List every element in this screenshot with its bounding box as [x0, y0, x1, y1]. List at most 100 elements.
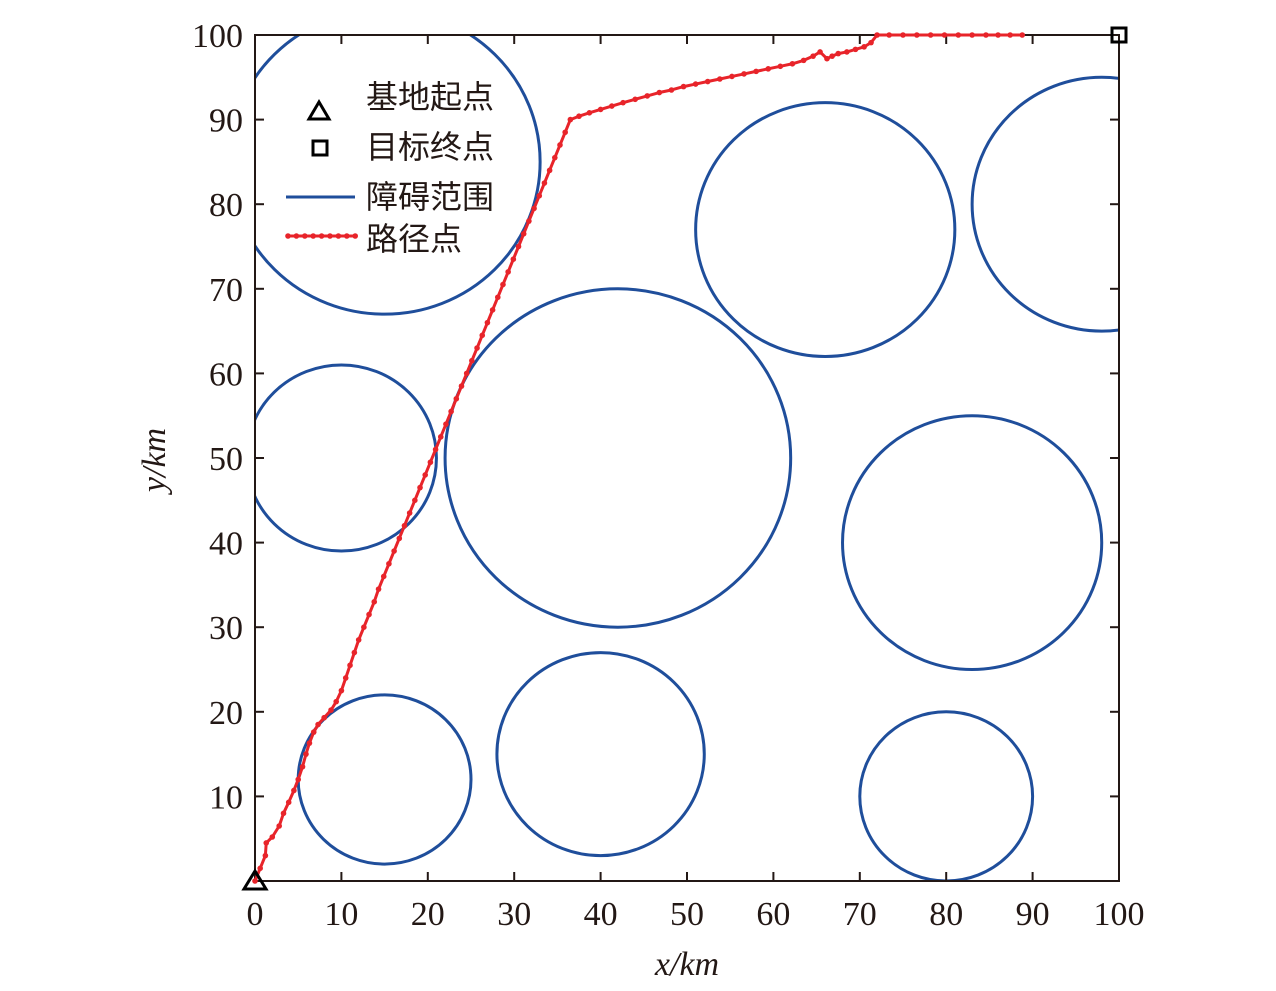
x-tick-label: 100	[1094, 896, 1145, 933]
y-tick-label: 40	[209, 526, 243, 563]
legend-label-goal: 目标终点	[366, 128, 494, 166]
path-point-87	[829, 53, 835, 59]
path-point-101	[983, 32, 989, 38]
goal-marker-square	[1110, 26, 1128, 44]
path-point-44	[469, 357, 475, 364]
path-point-98	[941, 32, 948, 38]
path-point-82	[789, 60, 796, 67]
path-point-11	[303, 751, 309, 757]
path-point-100	[969, 32, 975, 38]
tick-layer: 0 10 20 30 40 50 60 70 80 90 100 10 20 30 40 50 60 70 80 90…	[192, 18, 1145, 933]
y-tick-label: 50	[209, 441, 243, 478]
path-point-65	[586, 110, 593, 116]
path-point-86	[824, 55, 830, 62]
path-point-73	[680, 83, 687, 90]
x-tick-label: 70	[843, 896, 877, 933]
legend-path-dot	[310, 233, 317, 239]
path-point-76	[717, 76, 723, 82]
path-point-17	[333, 698, 340, 705]
path-point-34	[417, 484, 423, 491]
x-tick-label: 60	[756, 896, 790, 933]
path-point-5	[276, 823, 282, 829]
path-point-19	[342, 675, 349, 681]
path-point-66	[597, 106, 604, 113]
legend-path-dot	[318, 233, 325, 239]
x-tick-label: 40	[584, 896, 618, 933]
path-point-30	[396, 535, 403, 542]
path-point-26	[375, 586, 382, 592]
obstacle-circle-1	[255, 363, 438, 553]
path-point-38	[437, 434, 444, 440]
legend-label-obstacle: 障碍范围	[366, 178, 494, 216]
path-point-39	[443, 421, 449, 427]
y-tick-label: 100	[192, 18, 243, 55]
path-point-12	[306, 740, 313, 746]
path-point-60	[552, 154, 558, 161]
y-tick-label: 90	[209, 103, 243, 140]
path-point-1	[257, 865, 263, 872]
legend-triangle-icon	[306, 99, 332, 121]
path-point-83	[800, 57, 807, 64]
legend: 基地起点 目标终点 障碍范围 路径点	[285, 78, 494, 258]
obstacle-circle-0	[255, 35, 542, 316]
y-tick-label: 10	[209, 779, 243, 816]
path-point-0	[252, 878, 258, 884]
path-point-95	[900, 32, 906, 38]
path-point-84	[810, 53, 816, 59]
path-point-92	[868, 39, 874, 46]
path-point-93	[874, 32, 880, 38]
path-point-28	[386, 560, 392, 567]
path-point-6	[280, 810, 287, 817]
path-point-103	[1007, 32, 1013, 38]
path-point-8	[291, 787, 297, 794]
y-axis-label: y/km	[136, 428, 173, 495]
legend-path-dot	[285, 233, 291, 239]
path-point-36	[427, 459, 434, 466]
path-point-68	[620, 99, 626, 106]
path-point-31	[401, 522, 408, 529]
obstacle-circle-8	[858, 710, 1035, 881]
path-point-70	[644, 93, 651, 99]
path-point-69	[632, 96, 638, 103]
path-point-71	[656, 89, 663, 96]
path-point-94	[886, 32, 892, 38]
path-point-89	[844, 49, 850, 55]
legend-path-icon	[285, 233, 359, 239]
path-point-43	[463, 370, 470, 377]
legend-path-dot	[302, 233, 308, 239]
path-point-33	[412, 497, 418, 504]
path-point-81	[777, 63, 784, 70]
path-point-80	[765, 66, 772, 72]
path-point-16	[328, 707, 334, 713]
path-point-58	[541, 180, 548, 186]
path-point-50	[500, 281, 506, 288]
path-point-77	[729, 73, 735, 80]
path-point-47	[484, 319, 491, 326]
path-point-20	[347, 662, 353, 669]
path-point-64	[576, 113, 582, 120]
legend-path-dot	[327, 233, 333, 239]
legend-label-path: 路径点	[366, 220, 462, 258]
path-point-74	[692, 81, 699, 87]
path-point-2	[262, 852, 269, 859]
obstacle-circle-4	[970, 75, 1119, 333]
obstacle-circle-7	[495, 651, 706, 858]
path-point-97	[927, 32, 934, 38]
path-point-9	[295, 776, 302, 783]
path-point-7	[285, 799, 292, 806]
obstacle-circle-3	[694, 101, 957, 358]
path-point-21	[351, 649, 358, 656]
marker-layer	[241, 26, 1128, 891]
legend-path-dot	[335, 233, 342, 239]
path-point-96	[914, 32, 920, 38]
path-point-53	[515, 243, 522, 250]
x-tick-label: 20	[411, 896, 445, 933]
obstacle-layer	[255, 35, 1119, 881]
path-point-59	[546, 167, 553, 174]
path-point-25	[371, 599, 378, 605]
path-point-41	[453, 395, 460, 402]
path-point-61	[557, 142, 563, 148]
path-point-22	[355, 637, 362, 643]
legend-label-start: 基地起点	[366, 78, 494, 116]
